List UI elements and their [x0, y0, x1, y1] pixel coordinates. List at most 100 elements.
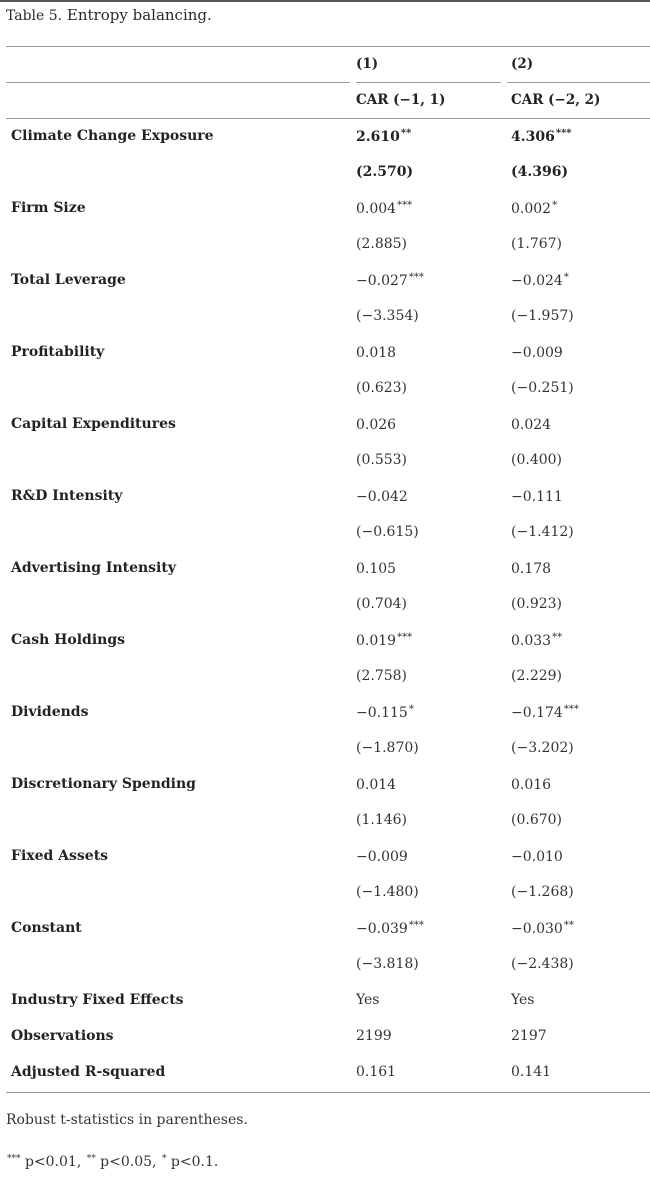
footnote-significance: *** p<0.01, ** p<0.05, * p<0.1.: [6, 1154, 218, 1170]
tstat-col2-value: (0.670): [511, 812, 563, 828]
coef-col1-value: −0.039: [356, 921, 408, 937]
footnote-star-1: *: [161, 1154, 167, 1164]
coef-col2: −0.024*: [511, 272, 569, 289]
tstat-col1: (−1.870): [356, 740, 419, 756]
coef-col1-value: 0.004: [356, 201, 397, 217]
row-label: Adjusted R-squared: [11, 1064, 166, 1080]
table-title: Entropy balancing.: [66, 6, 212, 24]
tstat-col1-value: (2.885): [356, 236, 408, 252]
row-label: R&D Intensity: [11, 488, 123, 504]
column-1-number: (1): [356, 56, 379, 72]
tstat-col1: (−3.354): [356, 308, 419, 324]
coef-col2-stars: ***: [555, 128, 572, 139]
row-label: Constant: [11, 920, 82, 936]
tstat-col2: (−1.412): [511, 524, 574, 540]
row-label: Discretionary Spending: [11, 776, 196, 792]
coef-col1: −0.039***: [356, 920, 424, 937]
tstat-col2-value: (−1.268): [511, 884, 574, 900]
coef-col2-stars: ***: [563, 704, 579, 715]
coef-col1-value: 0.019: [356, 633, 397, 649]
row-label: Dividends: [11, 704, 89, 720]
row-label: Capital Expenditures: [11, 416, 176, 432]
row-label: Climate Change Exposure: [11, 128, 214, 144]
tstat-col1: (0.704): [356, 596, 407, 612]
column-1-name: CAR (−1, 1): [356, 92, 446, 108]
header-sub-rule-col2: [507, 82, 650, 83]
tstat-col1: (2.758): [356, 668, 407, 684]
coef-col2: 0.002*: [511, 200, 557, 217]
coef-col2-value: 0.033: [511, 633, 552, 649]
table-number: Table 5.: [6, 8, 63, 24]
tstat-col2: (0.670): [511, 812, 562, 828]
summary-col2: 2197: [511, 1028, 547, 1044]
header-bottom-rule: [6, 118, 650, 119]
table-caption: Table 5. Entropy balancing.: [6, 6, 212, 24]
tstat-col2-value: (−2.438): [511, 956, 574, 972]
row-label: Profitability: [11, 344, 105, 360]
tstat-col1-value: (2.570): [356, 164, 414, 180]
tstat-col1-value: (0.623): [356, 380, 408, 396]
tstat-col2: (1.767): [511, 236, 562, 252]
coef-col2-value: 0.178: [511, 561, 552, 577]
coef-col2-stars: *: [552, 200, 558, 211]
tstat-col2: (−3.202): [511, 740, 574, 756]
coef-col2: 4.306***: [511, 128, 572, 145]
footnote-text-3: p<0.01,: [20, 1154, 86, 1170]
coef-col1-value: 0.026: [356, 417, 397, 433]
tstat-col1-value: (−0.615): [356, 524, 419, 540]
tstat-col1-value: (−3.354): [356, 308, 419, 324]
column-2-name: CAR (−2, 2): [511, 92, 601, 108]
coef-col1-stars: *: [408, 704, 414, 715]
tstat-col1: (2.885): [356, 236, 407, 252]
coef-col2: −0.010: [511, 848, 564, 865]
coef-col2-stars: **: [552, 632, 563, 643]
coef-col1-stars: ***: [397, 200, 413, 211]
coef-col1-value: −0.009: [356, 849, 408, 865]
summary-col1: 2199: [356, 1028, 392, 1044]
tstat-col2: (−1.957): [511, 308, 574, 324]
tstat-col1-value: (0.704): [356, 596, 408, 612]
tstat-col1: (0.553): [356, 452, 407, 468]
tstat-col1-value: (0.553): [356, 452, 408, 468]
coef-col1: 0.105: [356, 560, 397, 577]
table-bottom-rule: [6, 1092, 650, 1093]
coef-col1-value: 0.018: [356, 345, 397, 361]
tstat-col2: (4.396): [511, 164, 568, 180]
coef-col2-value: 0.016: [511, 777, 552, 793]
tstat-col1-value: (−1.870): [356, 740, 419, 756]
coef-col2: 0.016: [511, 776, 552, 793]
tstat-col2-value: (0.400): [511, 452, 563, 468]
coef-col1-value: −0.115: [356, 705, 408, 721]
coef-col2-value: 0.024: [511, 417, 552, 433]
coef-col1-value: −0.042: [356, 489, 408, 505]
header-top-rule: [6, 46, 650, 47]
tstat-col2-value: (4.396): [511, 164, 569, 180]
row-label: Total Leverage: [11, 272, 126, 288]
row-label: Observations: [11, 1028, 114, 1044]
tstat-col2-value: (0.923): [511, 596, 563, 612]
coef-col2: −0.009: [511, 344, 564, 361]
tstat-col1: (−3.818): [356, 956, 419, 972]
coef-col2-value: 4.306: [511, 129, 555, 145]
header-sub-rule-col1: [356, 82, 501, 83]
coef-col2: −0.111: [511, 488, 564, 505]
coef-col2-value: −0.024: [511, 273, 563, 289]
row-label: Cash Holdings: [11, 632, 125, 648]
summary-col1: 0.161: [356, 1064, 396, 1080]
coef-col1-value: 0.105: [356, 561, 397, 577]
coef-col2-value: −0.030: [511, 921, 563, 937]
coef-col1: 2.610**: [356, 128, 411, 145]
coef-col2-stars: **: [563, 920, 574, 931]
summary-col1: Yes: [356, 992, 380, 1008]
summary-col2-value: 0.141: [511, 1064, 552, 1080]
coef-col2-value: −0.009: [511, 345, 563, 361]
summary-col2: Yes: [511, 992, 535, 1008]
tstat-col2: (−2.438): [511, 956, 574, 972]
tstat-col2: (0.400): [511, 452, 562, 468]
row-label: Fixed Assets: [11, 848, 109, 864]
coef-col1: 0.004***: [356, 200, 412, 217]
coef-col1: 0.014: [356, 776, 397, 793]
footnote-text-1: p<0.1.: [166, 1154, 219, 1170]
tstat-col2-value: (−3.202): [511, 740, 574, 756]
tstat-col2-value: (1.767): [511, 236, 563, 252]
